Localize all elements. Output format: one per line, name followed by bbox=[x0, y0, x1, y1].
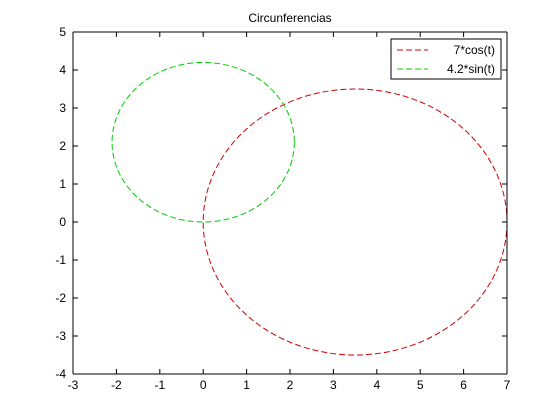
series-1-curve bbox=[111, 61, 295, 223]
legend-box bbox=[390, 38, 502, 80]
y-tick-label-1: -3 bbox=[55, 329, 66, 343]
x-tick-label-5: 2 bbox=[287, 378, 294, 392]
x-tick-label-3: 0 bbox=[200, 378, 207, 392]
x-tick-label-2: -1 bbox=[154, 378, 165, 392]
y-tick-label-7: 3 bbox=[59, 101, 66, 115]
chart-title: Circunferencias bbox=[248, 11, 331, 25]
x-tick-label-7: 4 bbox=[373, 378, 380, 392]
x-tick-label-9: 6 bbox=[460, 378, 467, 392]
x-tick-label-6: 3 bbox=[330, 378, 337, 392]
x-ticks: -3 -2 -1 0 1 2 3 4 5 6 7 bbox=[68, 32, 511, 392]
plot-area bbox=[73, 32, 507, 374]
x-tick-label-0: -3 bbox=[68, 378, 79, 392]
y-tick-label-4: 0 bbox=[59, 215, 66, 229]
y-ticks: -4 -3 -2 -1 0 1 2 3 4 5 bbox=[55, 25, 507, 381]
legend-label-series-1: 4.2*sin(t) bbox=[447, 62, 495, 76]
legend: 7*cos(t) 4.2*sin(t) bbox=[390, 38, 502, 80]
y-tick-label-8: 4 bbox=[59, 63, 66, 77]
legend-label-series-0: 7*cos(t) bbox=[454, 43, 495, 57]
y-tick-label-0: -4 bbox=[55, 367, 66, 381]
x-tick-label-1: -2 bbox=[111, 378, 122, 392]
y-tick-label-5: 1 bbox=[59, 177, 66, 191]
x-tick-label-10: 7 bbox=[504, 378, 511, 392]
y-tick-label-6: 2 bbox=[59, 139, 66, 153]
x-tick-label-8: 5 bbox=[417, 378, 424, 392]
y-tick-label-9: 5 bbox=[59, 25, 66, 39]
y-tick-label-2: -2 bbox=[55, 291, 66, 305]
y-tick-label-3: -1 bbox=[55, 253, 66, 267]
x-tick-label-4: 1 bbox=[243, 378, 250, 392]
